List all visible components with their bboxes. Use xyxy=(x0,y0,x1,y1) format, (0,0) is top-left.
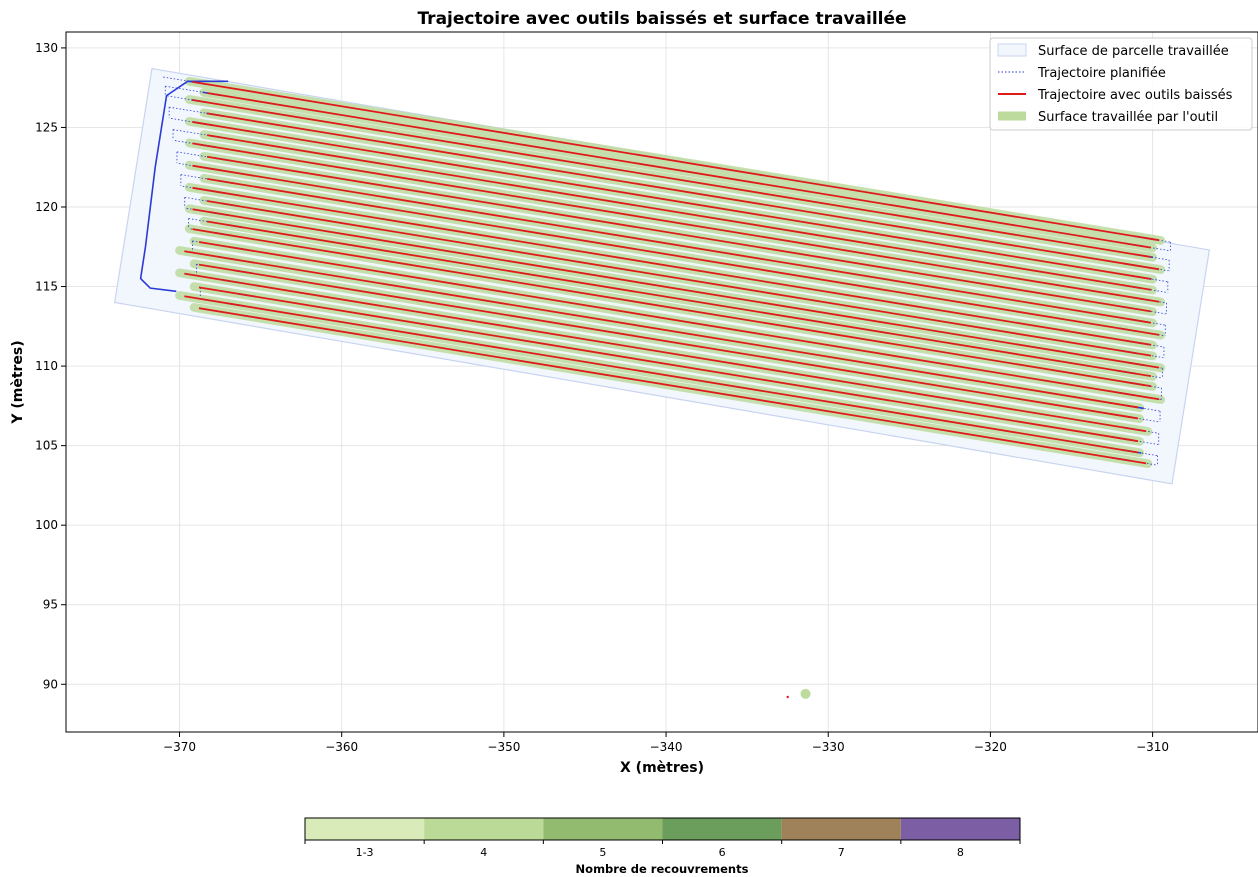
colorbar-segment xyxy=(305,818,425,840)
y-tick-label: 95 xyxy=(43,598,58,612)
lowered-pass xyxy=(206,178,1160,336)
y-tick-label: 115 xyxy=(35,280,58,294)
legend-swatch-parcel xyxy=(997,43,1027,57)
colorbar-segment xyxy=(543,818,663,840)
lowered-pass xyxy=(192,186,1152,346)
stray-worked-point xyxy=(800,688,811,699)
x-axis-ticks: −370 −360 −350 −340 −330 −320 −310 xyxy=(163,732,1169,754)
x-tick-label: −330 xyxy=(812,740,845,754)
lowered-pass xyxy=(198,241,1160,401)
colorbar-tick-label: 5 xyxy=(599,846,606,859)
legend-label-worked: Surface travaillée par l'outil xyxy=(1038,110,1218,125)
lowered-pass xyxy=(192,142,1160,303)
lowered-pass xyxy=(206,134,1152,291)
y-tick-label: 130 xyxy=(35,41,58,55)
lowered-pass xyxy=(184,295,1139,454)
x-tick-label: −310 xyxy=(1136,740,1169,754)
lowered-pass xyxy=(206,112,1160,271)
x-tick-label: −350 xyxy=(487,740,520,754)
legend-label-planned: Trajectoire planifiée xyxy=(1037,66,1166,81)
colorbar-segment xyxy=(781,818,901,840)
x-tick-label: −370 xyxy=(163,740,196,754)
y-tick-label: 105 xyxy=(35,439,58,453)
y-axis-label: Y (mètres) xyxy=(10,340,26,424)
colorbar-tick-label: 8 xyxy=(957,846,964,859)
colorbar-segment xyxy=(424,818,544,840)
y-axis-ticks: 90 95 100 105 110 115 120 125 130 xyxy=(35,41,66,691)
x-tick-label: −360 xyxy=(325,740,358,754)
lowered-pass xyxy=(206,200,1152,357)
colorbar-tick-label: 6 xyxy=(719,846,726,859)
stray-lowered-point xyxy=(786,695,789,699)
colorbar-tick-label: 7 xyxy=(838,846,845,859)
colorbar-frame xyxy=(304,817,1021,841)
y-tick-label: 125 xyxy=(35,120,58,134)
legend-label-parcel: Surface de parcelle travaillée xyxy=(1038,44,1229,59)
lowered-pass xyxy=(206,155,1152,313)
x-axis-label: X (mètres) xyxy=(620,760,704,776)
lowered-pass xyxy=(198,263,1139,420)
chart-title: Trajectoire avec outils baissés et surfa… xyxy=(417,9,906,29)
lowered-pass xyxy=(206,220,1152,378)
colorbar: 1-3 4 5 6 7 8 xyxy=(304,817,1021,859)
x-tick-label: −320 xyxy=(974,740,1007,754)
lowered-pass xyxy=(192,208,1160,369)
colorbar-tick-label: 1-3 xyxy=(356,846,374,859)
lowered-pass xyxy=(184,272,1147,433)
legend-label-lowered: Trajectoire avec outils baissés xyxy=(1037,88,1233,103)
lowered-pass xyxy=(198,286,1139,443)
lowered-trajectory-layer xyxy=(184,80,1160,699)
y-tick-label: 110 xyxy=(35,359,58,373)
headland-turn xyxy=(139,80,229,293)
colorbar-tick-label: 4 xyxy=(480,846,487,859)
y-tick-label: 90 xyxy=(43,677,58,691)
colorbar-segment xyxy=(900,818,1020,840)
lowered-pass xyxy=(192,80,1160,242)
lowered-pass xyxy=(198,307,1147,465)
lowered-pass xyxy=(184,250,1139,409)
legend-box xyxy=(989,37,1253,131)
legend: Surface de parcelle travaillée Trajectoi… xyxy=(989,37,1253,131)
lowered-pass xyxy=(192,228,1152,388)
lowered-pass xyxy=(192,164,1152,324)
lowered-pass xyxy=(192,99,1152,258)
plot-area xyxy=(113,67,1211,699)
lowered-pass xyxy=(206,92,1152,249)
y-tick-label: 100 xyxy=(35,518,58,532)
colorbar-segment xyxy=(662,818,782,840)
y-tick-label: 120 xyxy=(35,200,58,214)
lowered-pass xyxy=(192,121,1152,280)
colorbar-label: Nombre de recouvrements xyxy=(576,862,749,876)
plot-frame xyxy=(65,31,1258,733)
x-tick-label: −340 xyxy=(650,740,683,754)
